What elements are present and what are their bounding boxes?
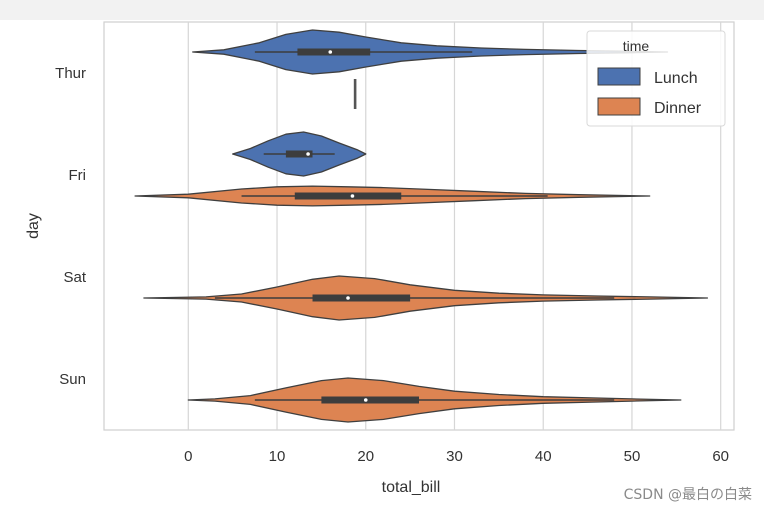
- median-dot-fri-dinner: [350, 194, 355, 198]
- iqr-box-sat-dinner: [312, 294, 411, 302]
- legend-swatch-dinner: [597, 97, 641, 116]
- y-tick-label: Thur: [55, 65, 86, 82]
- tick-layer: 0 10 20 30 40 50 60 Thur Fri Sat Sun: [55, 65, 729, 465]
- median-dot-sun-dinner: [363, 398, 368, 402]
- iqr-box-fri-dinner: [294, 192, 402, 200]
- x-tick-label: 0: [184, 448, 192, 465]
- iqr-box-fri-lunch: [285, 150, 313, 158]
- x-tick-label: 20: [357, 448, 374, 465]
- watermark-text: CSDN @最白の白菜: [624, 487, 752, 503]
- y-tick-label: Sun: [59, 371, 86, 388]
- x-tick-label: 60: [712, 448, 729, 465]
- iqr-box-thur-lunch: [297, 48, 371, 56]
- median-dot-sat-dinner: [346, 296, 350, 300]
- violin-layer: [134, 29, 709, 423]
- x-tick-label: 50: [624, 448, 641, 465]
- y-tick-label: Sat: [63, 269, 86, 286]
- y-axis-label: day: [25, 213, 42, 239]
- median-dot-thur-lunch: [328, 50, 333, 54]
- legend-label-dinner: Dinner: [654, 100, 702, 117]
- median-dot-fri-lunch: [306, 152, 310, 156]
- window-top-strip: [0, 0, 764, 20]
- legend-swatch-lunch: [597, 67, 641, 86]
- iqr-box-sun-dinner: [321, 396, 419, 404]
- legend: time Lunch Dinner: [586, 30, 726, 127]
- legend-label-lunch: Lunch: [654, 70, 698, 87]
- x-tick-label: 30: [446, 448, 463, 465]
- x-tick-label: 10: [269, 448, 286, 465]
- x-tick-label: 40: [535, 448, 552, 465]
- legend-title: time: [623, 38, 650, 54]
- y-tick-label: Fri: [69, 167, 87, 184]
- x-axis-label: total_bill: [382, 479, 441, 496]
